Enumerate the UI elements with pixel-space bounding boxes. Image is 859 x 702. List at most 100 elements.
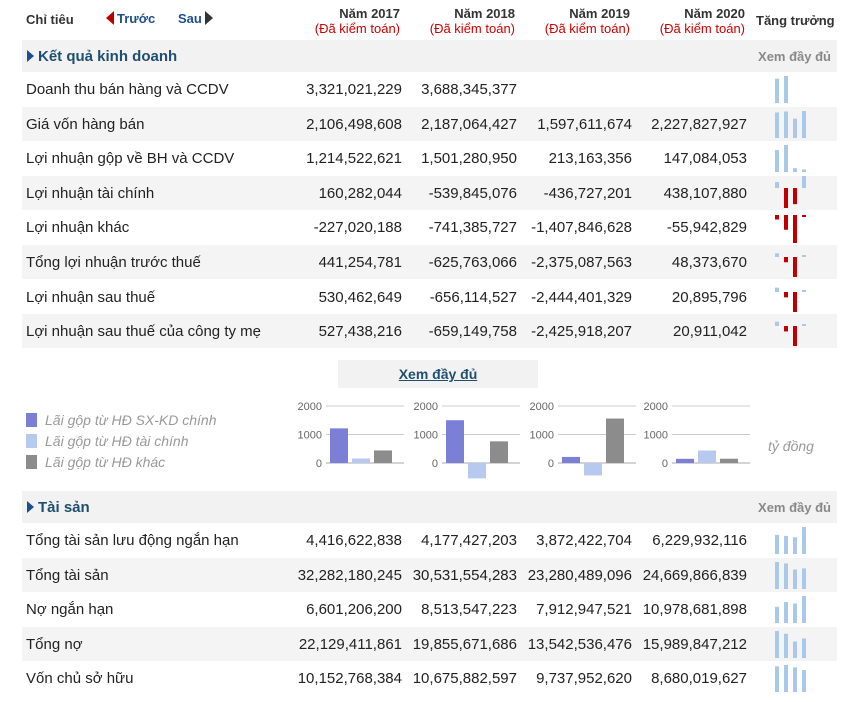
sparkline-bar: [802, 638, 806, 658]
cell-value: 527,438,216: [318, 323, 402, 341]
chart-bar: [352, 458, 370, 463]
table-row: Lợi nhuận khác -227,020,188 -741,385,727 -1…: [22, 210, 837, 244]
next-label: Sau: [178, 11, 202, 26]
section-assets: Tài sản Xem đầy đủ: [22, 491, 837, 523]
chart-bar: [374, 450, 392, 463]
cell-value: 4,416,622,838: [306, 532, 402, 549]
growth-sparkline: [775, 287, 806, 312]
prev-button[interactable]: Trước: [106, 11, 155, 26]
y-tick-label: 2000: [644, 401, 668, 413]
sparkline-bar: [793, 291, 797, 312]
y-tick-label: 2000: [530, 401, 554, 413]
next-button[interactable]: Sau: [178, 11, 213, 26]
sparkline-bar: [784, 111, 788, 138]
cell-value: 3,321,021,229: [306, 81, 402, 98]
sparkline-bar: [793, 641, 797, 658]
audit-label: (Đã kiểm toán): [429, 21, 515, 36]
legend-item: Lãi gộp từ HĐ SX-KD chính: [26, 412, 217, 428]
cell-value: 147,084,053: [663, 150, 747, 168]
sparkline-bar: [784, 215, 788, 231]
table-row: Lợi nhuận sau thuế 530,462,649 -656,114,52…: [22, 280, 837, 314]
legend-item: Lãi gộp từ HĐ tài chính: [26, 433, 189, 449]
cell-value: 1,214,522,621: [306, 150, 402, 168]
arrow-right-icon: [204, 11, 213, 25]
cell-value: 4,177,427,203: [421, 532, 517, 549]
table-row: Tổng tài sản 32,282,180,245 30,531,554,283…: [22, 557, 837, 592]
growth-sparkline: [775, 253, 806, 277]
sparkline-bar: [802, 255, 806, 257]
table-header: Chỉ tiêu Trước Sau Năm 2017 (Đã kiểm toán…: [22, 0, 859, 40]
cell-value: -2,375,087,563: [531, 254, 632, 271]
row-label: Tổng tài sản: [26, 566, 109, 584]
chart-bar: [720, 458, 738, 463]
mini-chart-2018: 2000 1000 0: [414, 401, 520, 479]
cell-value: 6,229,932,116: [652, 532, 747, 549]
section-title: Tài sản: [38, 499, 90, 516]
sparkline-bar: [784, 602, 788, 624]
cell-value: 20,895,796: [671, 288, 747, 306]
cell-value: -227,020,188: [313, 219, 402, 237]
chart-bar: [676, 458, 694, 463]
cell-value: 10,978,681,898: [642, 601, 747, 619]
sparkline-bar: [793, 569, 797, 589]
audit-label: (Đã kiểm toán): [659, 21, 745, 36]
sparkline-bar: [775, 150, 779, 173]
growth-sparkline: [775, 665, 806, 693]
table-row: Vốn chủ sở hữu 10,152,768,384 10,675,882,5…: [22, 661, 837, 695]
y-tick-label: 2000: [414, 401, 438, 413]
sparkline-bar: [775, 215, 779, 220]
legend-swatch: [26, 455, 37, 469]
table-row: Doanh thu bán hàng và CCDV 3,321,021,229 3…: [22, 72, 837, 106]
cell-value: 1,597,611,674: [537, 115, 632, 133]
y-tick-label: 2000: [298, 401, 322, 413]
sparkline-bar: [784, 257, 788, 263]
growth-sparkline: [775, 527, 806, 554]
legend-label: Lãi gộp từ HĐ khác: [45, 454, 166, 470]
sparkline-bar: [784, 535, 788, 554]
year-label: Năm 2018: [454, 6, 515, 21]
sparkline-bar: [784, 326, 788, 332]
cell-value: 160,282,044: [318, 184, 402, 202]
legend-label: Lãi gộp từ HĐ tài chính: [45, 433, 189, 449]
growth-sparkline: [775, 561, 806, 589]
growth-sparkline: [775, 596, 806, 624]
sparkline-bar: [793, 326, 797, 347]
audit-label: (Đã kiểm toán): [544, 21, 630, 36]
growth-sparkline: [775, 215, 806, 244]
chart-bar: [606, 418, 624, 463]
cell-value: 3,872,422,704: [536, 532, 632, 549]
cell-value: 23,280,489,096: [527, 566, 632, 584]
cell-value: 10,152,768,384: [297, 670, 402, 688]
unit-label: tỷ đồng: [768, 438, 814, 454]
cell-value: 6,601,206,200: [306, 601, 402, 619]
y-tick-label: 1000: [644, 430, 668, 442]
cell-value: 20,911,042: [673, 323, 747, 341]
cell-value: 8,680,019,627: [651, 670, 747, 688]
sparkline-bar: [793, 118, 797, 138]
sparkline-bar: [775, 287, 779, 292]
view-full-link[interactable]: Xem đầy đủ: [758, 500, 831, 515]
sparkline-bar: [802, 527, 806, 554]
year-header-2017: Năm 2017 (Đã kiểm toán): [290, 6, 400, 36]
sparkline-bar: [802, 169, 806, 173]
sparkline-bar: [793, 187, 797, 204]
sparkline-bar: [802, 215, 806, 218]
cell-value: 22,129,411,861: [298, 635, 402, 653]
cell-value: 15,989,847,212: [642, 635, 747, 653]
growth-sparkline: [775, 321, 806, 347]
growth-header: Tăng trưởng: [756, 13, 835, 28]
view-full-chart-link[interactable]: Xem đầy đủ: [398, 366, 478, 382]
table-row: Tổng nợ 22,129,411,861 19,855,671,686 13,54…: [22, 626, 837, 661]
sparkline-bar: [775, 78, 779, 103]
sparkline-bar: [793, 215, 797, 244]
y-tick-label: 0: [548, 458, 554, 470]
sparkline-bar: [784, 291, 788, 297]
mini-chart-2019: 2000 1000 0: [530, 401, 636, 476]
sparkline-bar: [802, 324, 806, 327]
cell-value: 8,513,547,223: [421, 601, 517, 619]
view-full-link[interactable]: Xem đầy đủ: [758, 49, 831, 64]
chart-bar: [490, 441, 508, 463]
y-tick-label: 0: [316, 458, 322, 470]
row-label: Giá vốn hàng bán: [26, 115, 145, 133]
growth-sparkline: [775, 175, 806, 208]
